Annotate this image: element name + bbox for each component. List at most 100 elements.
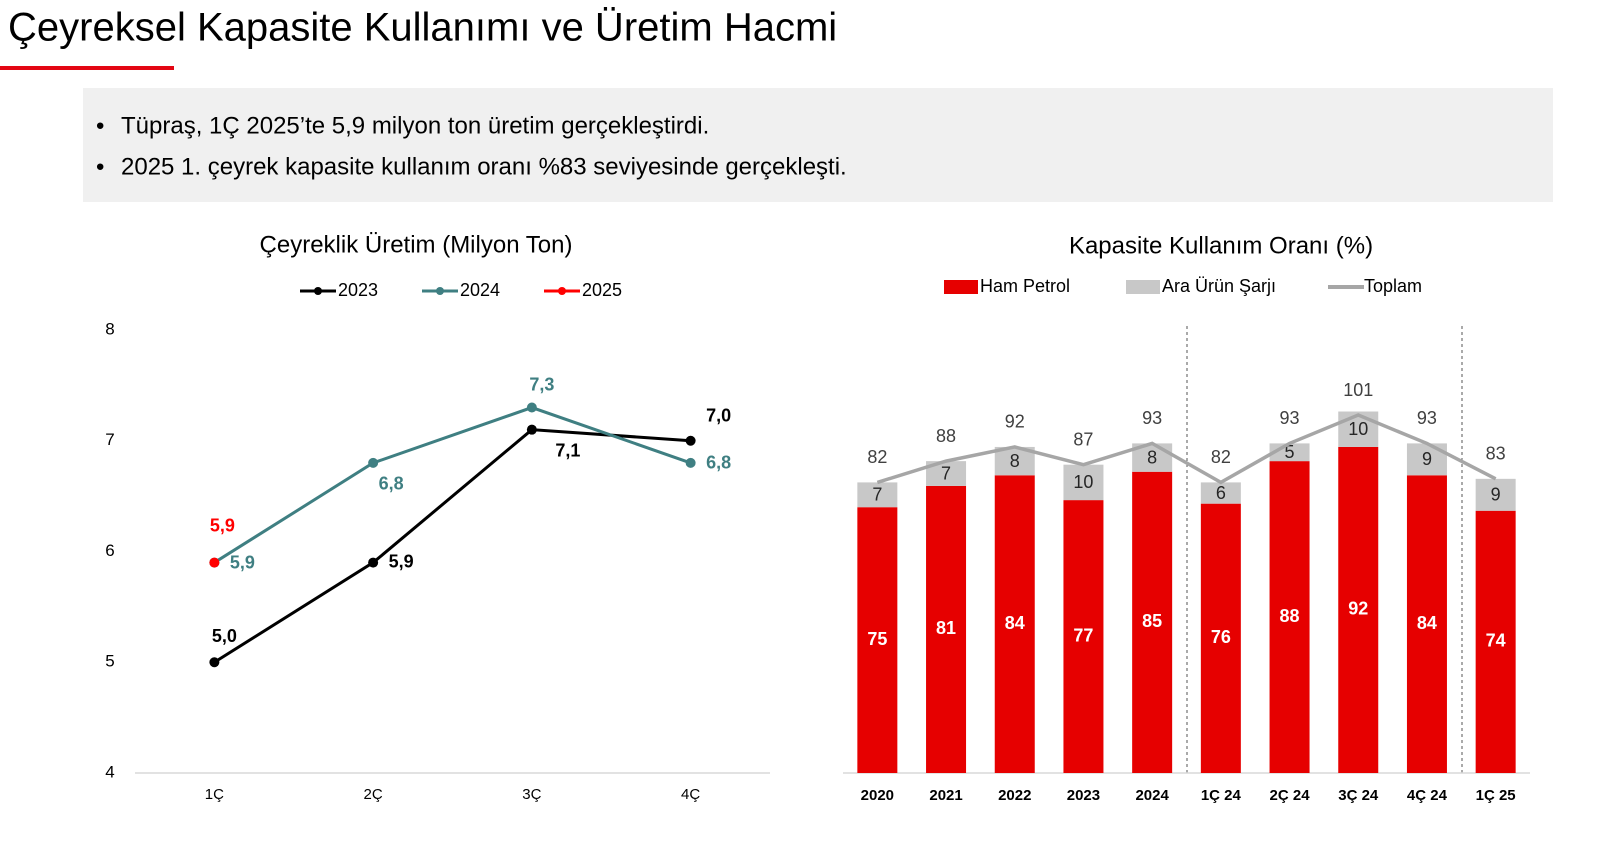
- bar-segment: [1475, 510, 1516, 773]
- y-tick-label: 4: [105, 762, 114, 781]
- data-label: 92: [1348, 599, 1368, 619]
- data-label: 84: [1005, 613, 1025, 633]
- chart-title: Çeyreklik Üretim (Milyon Ton): [260, 231, 573, 258]
- data-label: 75: [867, 629, 887, 649]
- x-tick-label: 2024: [1135, 787, 1169, 804]
- bar-segment: [1338, 446, 1379, 773]
- data-point: [209, 557, 220, 568]
- data-point: [685, 435, 696, 446]
- bar-segment: [1475, 478, 1516, 511]
- y-tick-label: 7: [105, 430, 114, 449]
- data-label: 5,9: [389, 551, 414, 571]
- bar-segment: [1269, 461, 1310, 773]
- title-underline: [0, 66, 174, 70]
- bar-segment: [857, 507, 898, 773]
- total-label: 87: [1073, 429, 1093, 449]
- data-label: 84: [1417, 613, 1437, 633]
- data-label: 8: [1010, 451, 1020, 471]
- x-tick-label: 1Ç 25: [1476, 787, 1516, 804]
- y-tick-label: 8: [105, 319, 114, 338]
- x-tick-label: 4Ç 24: [1407, 787, 1448, 804]
- legend-label: Ara Ürün Şarjı: [1162, 276, 1276, 296]
- data-label: 5,9: [210, 515, 235, 535]
- total-label: 93: [1417, 408, 1437, 428]
- bar-segment: [1200, 482, 1241, 504]
- data-label: 6,8: [706, 453, 731, 473]
- bullet-dot: •: [96, 153, 104, 180]
- data-label: 8: [1147, 447, 1157, 467]
- data-label: 74: [1486, 631, 1506, 651]
- data-label: 9: [1491, 485, 1501, 505]
- x-tick-label: 3Ç 24: [1338, 787, 1379, 804]
- x-tick-label: 4Ç: [681, 786, 700, 803]
- data-label: 88: [1280, 606, 1300, 626]
- x-tick-label: 2023: [1067, 787, 1100, 804]
- data-point: [526, 402, 537, 413]
- bar-segment: [1200, 503, 1241, 773]
- bullet: 2025 1. çeyrek kapasite kullanım oranı %…: [121, 153, 847, 180]
- total-label: 82: [1211, 447, 1231, 467]
- x-tick-label: 2Ç 24: [1270, 787, 1311, 804]
- data-point: [526, 424, 537, 435]
- legend-swatch: [1126, 280, 1160, 294]
- series-line: [213, 428, 691, 664]
- data-label: 10: [1348, 419, 1368, 439]
- x-tick-label: 2020: [861, 787, 894, 804]
- legend-label: 2024: [460, 280, 500, 300]
- series-line: [213, 405, 692, 564]
- bullet: Tüpraş, 1Ç 2025’te 5,9 milyon ton üretim…: [121, 112, 709, 139]
- total-label: 88: [936, 426, 956, 446]
- total-label: 82: [867, 447, 887, 467]
- page-title: Çeyreksel Kapasite Kullanımı ve Üretim H…: [8, 6, 837, 50]
- data-point: [209, 657, 220, 668]
- data-label: 81: [936, 618, 956, 638]
- bar-segment: [1338, 411, 1379, 447]
- total-line: [876, 413, 1497, 485]
- data-point: [368, 557, 379, 568]
- data-label: 7,0: [706, 406, 731, 426]
- data-label: 10: [1073, 472, 1093, 492]
- total-label: 93: [1280, 408, 1300, 428]
- x-tick-label: 3Ç: [522, 786, 541, 803]
- x-tick-label: 1Ç 24: [1201, 787, 1242, 804]
- x-tick-label: 2Ç: [364, 786, 383, 803]
- data-label: 6: [1216, 483, 1226, 503]
- data-label: 7,1: [555, 440, 580, 460]
- bar-segment: [1063, 500, 1104, 773]
- data-label: 7,3: [529, 374, 554, 394]
- data-label: 77: [1073, 625, 1093, 645]
- data-label: 85: [1142, 611, 1162, 631]
- bar-segment: [994, 475, 1035, 773]
- legend-label: 2025: [582, 280, 622, 300]
- data-label: 7: [941, 463, 951, 483]
- data-label: 7: [872, 485, 882, 505]
- legend-label: Ham Petrol: [980, 276, 1070, 296]
- summary-box: [83, 88, 1553, 202]
- x-tick-label: 2022: [998, 787, 1031, 804]
- data-label: 5,9: [230, 552, 255, 572]
- bar-segment: [926, 485, 967, 773]
- legend-marker: [558, 287, 566, 295]
- data-label: 5,0: [212, 626, 237, 646]
- data-point: [368, 457, 379, 468]
- legend-swatch: [944, 280, 978, 294]
- data-point: [685, 457, 696, 468]
- bar-segment: [1132, 471, 1173, 773]
- total-label: 92: [1005, 412, 1025, 432]
- legend-marker: [314, 287, 322, 295]
- total-label: 101: [1343, 380, 1373, 400]
- x-tick-label: 1Ç: [205, 786, 224, 803]
- data-label: 6,8: [379, 474, 404, 494]
- data-label: 5: [1285, 442, 1295, 462]
- y-tick-label: 5: [105, 652, 114, 671]
- data-label: 9: [1422, 449, 1432, 469]
- y-tick-label: 6: [105, 541, 114, 560]
- bullet-dot: •: [96, 112, 104, 139]
- chart-title: Kapasite Kullanım Oranı (%): [1069, 232, 1373, 259]
- bar-segment: [857, 482, 898, 508]
- legend-marker: [436, 287, 444, 295]
- bar-segment: [1406, 475, 1447, 773]
- legend-label: 2023: [338, 280, 378, 300]
- x-tick-label: 2021: [929, 787, 962, 804]
